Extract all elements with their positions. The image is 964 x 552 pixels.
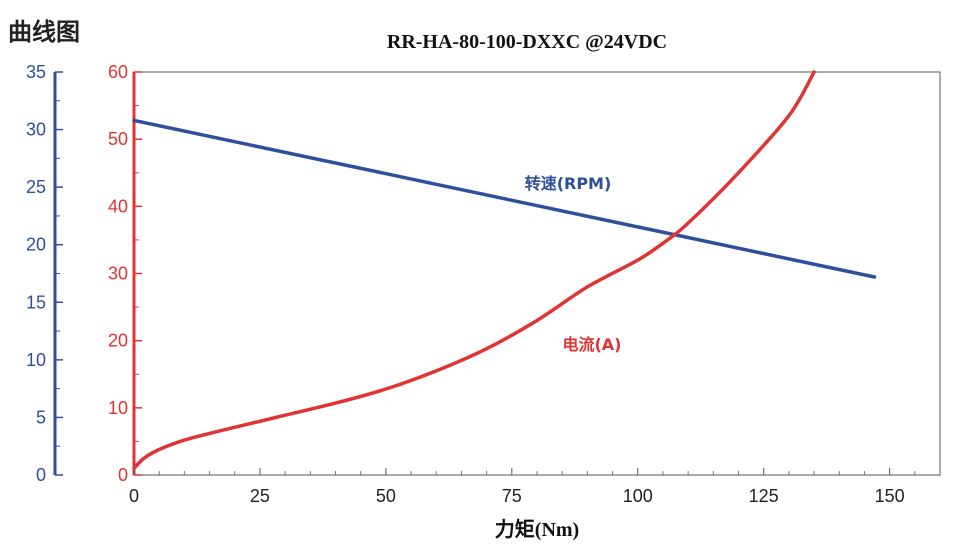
x-tick-label: 0 — [129, 486, 139, 506]
speed-tick-label: 10 — [26, 350, 46, 370]
series-layer — [132, 70, 877, 471]
x-tick-label: 125 — [749, 486, 779, 506]
speed-tick-label: 30 — [26, 120, 46, 140]
current-tick-label: 10 — [108, 398, 128, 418]
current-tick-label: 50 — [108, 129, 128, 149]
plot-frame — [133, 71, 941, 476]
x-axis-label: 力矩(Nm) — [495, 517, 579, 541]
current-series-label: 电流(A) — [562, 335, 621, 354]
speed-series-label: 转速(RPM) — [525, 174, 612, 193]
page-heading: 曲线图 — [8, 18, 80, 46]
chart-title: RR-HA-80-100-DXXC @24VDC — [387, 31, 667, 53]
speed-tick-label: 35 — [26, 62, 46, 82]
series-line-speed — [132, 118, 877, 279]
speed-tick-label: 25 — [26, 177, 46, 197]
speed-tick-label: 5 — [36, 407, 46, 427]
speed-tick-label: 0 — [36, 465, 46, 485]
current-tick-label: 30 — [108, 264, 128, 284]
speed-tick-label: 20 — [26, 235, 46, 255]
x-tick-label: 50 — [376, 486, 396, 506]
current-tick-label: 60 — [108, 62, 128, 82]
x-tick-label: 25 — [250, 486, 270, 506]
torque-axis: 0 25 50 75 100 125 150 — [129, 468, 916, 506]
series-line-current — [132, 70, 816, 471]
x-tick-label: 150 — [875, 486, 905, 506]
current-axis: 0 10 20 30 40 50 60 — [108, 62, 142, 485]
speed-tick-label: 15 — [26, 292, 46, 312]
x-tick-label: 100 — [623, 486, 653, 506]
x-tick-label: 75 — [502, 486, 522, 506]
current-tick-label: 20 — [108, 331, 128, 351]
speed-axis: 0 5 10 15 20 25 30 35 — [26, 62, 63, 485]
current-tick-label: 40 — [108, 196, 128, 216]
current-tick-label: 0 — [118, 465, 128, 485]
